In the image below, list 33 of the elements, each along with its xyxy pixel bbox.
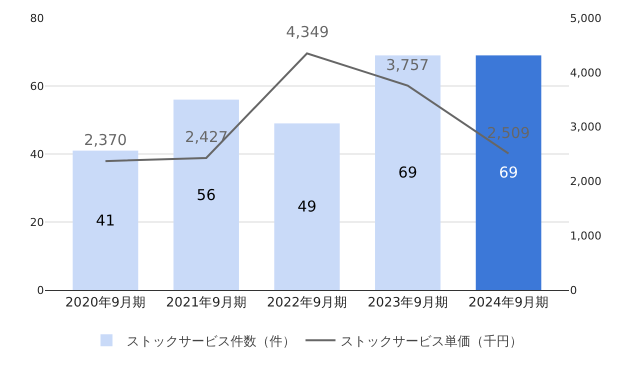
y-tick-label: 40	[30, 148, 44, 161]
data-label: 69	[498, 164, 518, 182]
data-label: 2,427	[185, 128, 228, 146]
y2-tick-label: 4,000	[570, 66, 602, 80]
data-label: 69	[398, 164, 418, 182]
data-label: 41	[96, 211, 116, 230]
x-tick-label: 2023年9月期	[368, 296, 448, 311]
data-label: 56	[196, 186, 216, 204]
x-tick-label: 2022年9月期	[266, 296, 348, 311]
y-tick-label: 20	[30, 216, 44, 229]
bar	[375, 55, 441, 290]
data-label: 4,349	[286, 23, 329, 41]
y-tick-label: 0	[37, 284, 44, 297]
y2-tick-label: 3,000	[570, 120, 602, 134]
bar	[274, 123, 340, 290]
y-tick-label: 80	[30, 12, 44, 25]
y2-tick-label: 0	[570, 284, 577, 297]
x-tick-label: 2024年9月期	[468, 296, 549, 311]
y2-tick-label: 1,000	[570, 229, 602, 242]
data-label: 2,509	[487, 124, 530, 142]
data-label: 3,757	[386, 56, 429, 74]
y2-tick-label: 5,000	[570, 12, 602, 25]
legend-label: ストックサービス単価（千円）	[340, 334, 522, 350]
y2-tick-label: 2,000	[570, 175, 602, 188]
data-label: 2,370	[84, 131, 127, 149]
x-tick-label: 2021年9月期	[166, 296, 246, 311]
y-tick-label: 60	[30, 80, 44, 93]
legend-label: ストックサービス件数（件）	[126, 334, 296, 350]
bar	[72, 150, 138, 290]
bar	[476, 55, 542, 290]
bar	[173, 100, 239, 290]
x-tick-label: 2020年9月期	[65, 296, 146, 311]
data-label: 49	[297, 198, 317, 216]
